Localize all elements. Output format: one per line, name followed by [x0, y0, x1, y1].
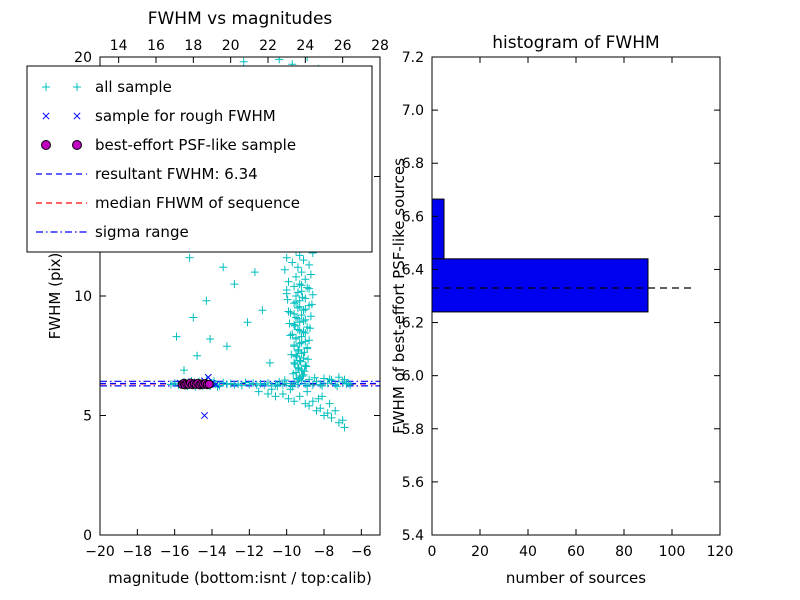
x-tick-label: 80: [615, 544, 633, 560]
x-tick-label: −14: [197, 544, 227, 560]
x-marker-icon: [73, 112, 81, 120]
x-marker-icon: [42, 112, 50, 120]
x-tick-label: −6: [351, 544, 372, 560]
x-tick-label: 0: [428, 544, 437, 560]
legend: all sample sample for rough FWHM best-effo…: [26, 65, 373, 253]
top-x-tick-label: 22: [259, 38, 277, 54]
legend-frame: [26, 65, 373, 253]
plus-marker-icon: [73, 83, 81, 91]
legend-label: sample for rough FWHM: [95, 107, 276, 125]
y-tick-label: 7.0: [402, 103, 424, 119]
circle-marker-icon: [41, 140, 51, 150]
y-tick-label: 20: [74, 50, 92, 66]
circle-marker-icon: [72, 140, 82, 150]
legend-entry: resultant FWHM: 6.34: [36, 165, 258, 183]
y-tick-label: 6.4: [402, 262, 424, 278]
y-tick-label: 5.6: [402, 475, 424, 491]
x-tick-label: 60: [567, 544, 585, 560]
top-x-tick-label: 16: [147, 38, 165, 54]
left-plot-title: FWHM vs magnitudes: [148, 9, 333, 29]
top-x-tick-label: 18: [184, 38, 202, 54]
y-tick-label: 7.2: [402, 50, 424, 66]
legend-label: best-effort PSF-like sample: [95, 136, 296, 154]
top-x-tick-label: 28: [371, 38, 389, 54]
y-tick-label: 5.4: [402, 528, 424, 544]
circle: [204, 379, 214, 389]
legend-entry: sample for rough FWHM: [42, 107, 276, 125]
y-tick-label: 10: [74, 289, 92, 305]
x-tick-label: 20: [471, 544, 489, 560]
legend-entry: median FHWM of sequence: [36, 194, 300, 212]
legend-label: median FHWM of sequence: [95, 194, 300, 212]
top-x-tick-label: 24: [296, 38, 314, 54]
right-plot: 0 20 40 60 80 100 120 5.4 5.6 5.8 6.0 6.2 6.4 6.6 6.8 7…: [402, 50, 734, 560]
top-x-tick-label: 26: [334, 38, 352, 54]
top-x-tick-label: 20: [222, 38, 240, 54]
y-tick-label: 6.8: [402, 156, 424, 172]
scatter-series-circle-markers: [177, 378, 214, 390]
top-x-tick-label: 14: [110, 38, 128, 54]
histogram-bar: [431, 198, 445, 260]
right-plot-title: histogram of FWHM: [492, 33, 659, 53]
y-tick-label: 5: [83, 409, 92, 425]
y-tick-label: 0: [83, 528, 92, 544]
x-tick-label: −12: [235, 544, 265, 560]
legend-entry: best-effort PSF-like sample: [41, 136, 296, 154]
left-yaxis-label: FWHM (pix): [46, 253, 64, 340]
x-tick-label: −8: [314, 544, 335, 560]
right-xaxis-label: number of sources: [506, 569, 646, 587]
y-tick-label: 6.2: [402, 316, 424, 332]
y-tick-label: 6.6: [402, 209, 424, 225]
x-tick-label: −20: [85, 544, 115, 560]
x-tick-label: 40: [519, 544, 537, 560]
legend-label: all sample: [95, 78, 172, 96]
x-tick-label: −10: [272, 544, 302, 560]
legend-entry: sigma range: [36, 223, 189, 241]
x-tick-label: 120: [707, 544, 734, 560]
legend-entry: all sample: [42, 78, 172, 96]
y-tick-label: 5.8: [402, 422, 424, 438]
histogram-bar: [431, 258, 649, 313]
left-xaxis-label: magnitude (bottom:isnt / top:calib): [108, 569, 372, 587]
legend-label: sigma range: [95, 223, 189, 241]
legend-label: resultant FWHM: 6.34: [95, 165, 258, 183]
plus-marker-icon: [42, 83, 50, 91]
y-tick-label: 6.0: [402, 369, 424, 385]
x-tick-label: −18: [123, 544, 153, 560]
x-tick-label: 100: [659, 544, 686, 560]
right-yaxis-label: FWHM of best-effort PSF-like sources: [390, 158, 408, 434]
left-plot: −20 −18 −16 −14 −12 −10 −8 −6 14 16 18 20 22 24 26 28 0 5…: [74, 38, 389, 560]
x-tick-label: −16: [160, 544, 190, 560]
